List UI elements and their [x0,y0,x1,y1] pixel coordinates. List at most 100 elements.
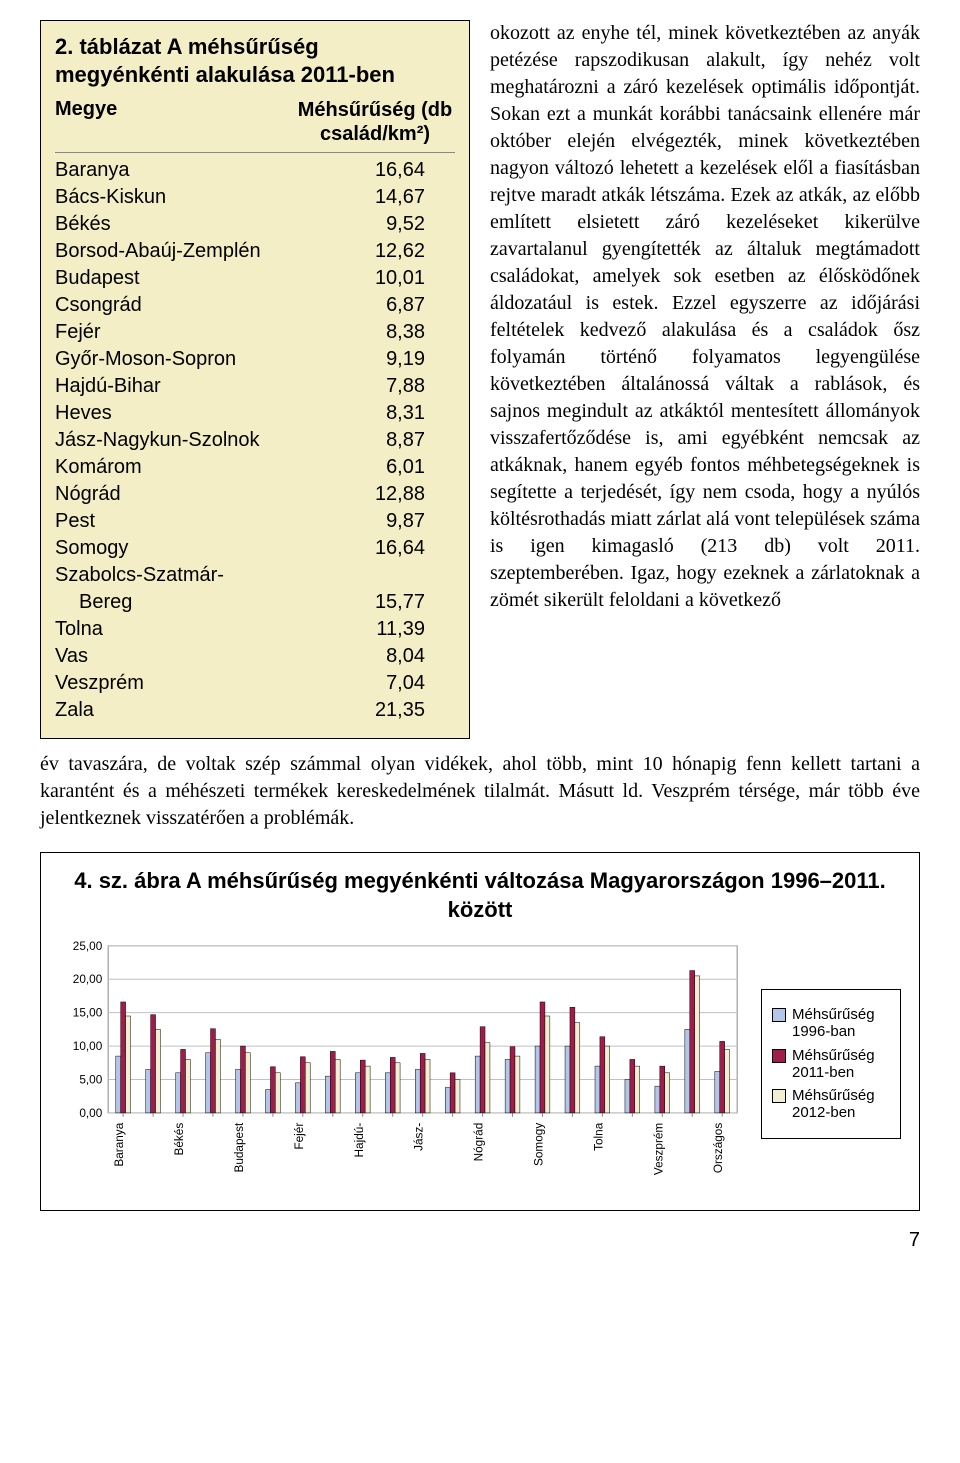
legend-swatch [772,1008,786,1022]
table-header-left: Megye [55,98,295,146]
top-section: 2. táblázat A méhsűrűség megyénkénti ala… [40,20,920,739]
table-row: Veszprém7,04 [55,670,455,697]
table-title: 2. táblázat A méhsűrűség megyénkénti ala… [55,33,455,88]
table-cell-value: 12,62 [315,238,455,265]
table-cell-name: Komárom [55,454,315,481]
table-cell-value: 14,67 [315,184,455,211]
table-row: Békés9,52 [55,211,455,238]
table-cell-name: Tolna [55,616,315,643]
svg-text:Tolna: Tolna [592,1122,605,1151]
legend-box: Méhsűrűség 1996-ban Méhsűrűség 2011-ben Mé… [761,989,901,1139]
table-cell-name: Pest [55,508,315,535]
table-cell-name: Győr-Moson-Sopron [55,346,315,373]
legend-item: Méhsűrűség 2012-ben [772,1087,890,1122]
table-cell-value: 8,38 [315,319,455,346]
table-cell-name: Somogy [55,535,315,562]
page-number: 7 [40,1229,920,1252]
svg-text:Fejér: Fejér [293,1123,306,1150]
table-cell-name: Budapest [55,265,315,292]
svg-text:Baranya: Baranya [113,1122,126,1166]
svg-text:Országos: Országos [712,1123,725,1174]
table-cell-name: Borsod-Abaúj-Zemplén [55,238,315,265]
table-cell-value: 9,52 [315,211,455,238]
table-row: Pest9,87 [55,508,455,535]
table-cell-value: 9,87 [315,508,455,535]
table-cell-name: Szabolcs-Szatmár- [55,562,315,589]
legend-swatch [772,1089,786,1103]
legend-item: Méhsűrűség 2011-ben [772,1047,890,1082]
legend-label: Méhsűrűség 1996-ban [792,1006,890,1041]
table-body: Baranya16,64Bács-Kiskun14,67Békés9,52Bor… [55,157,455,724]
svg-text:20,00: 20,00 [73,973,103,986]
legend-label: Méhsűrűség 2011-ben [792,1047,890,1082]
svg-text:Budapest: Budapest [233,1122,246,1173]
legend-swatch [772,1049,786,1063]
table-row: Vas8,04 [55,643,455,670]
svg-text:Hajdú-: Hajdú- [353,1123,366,1158]
chart-area: 0,00 5,00 10,00 15,00 20,00 25,00 Baranya Békés… [59,936,901,1192]
table-cell-value: 6,01 [315,454,455,481]
table-row: Szabolcs-Szatmár- [55,562,455,589]
table-cell-value: 8,31 [315,400,455,427]
table-cell-name: Heves [55,400,315,427]
table-cell-name: Baranya [55,157,315,184]
table-row: Zala21,35 [55,697,455,724]
table-cell-value: 12,88 [315,481,455,508]
table-cell-value: 15,77 [315,589,455,616]
table-row: Hajdú-Bihar7,88 [55,373,455,400]
table-row: Nógrád12,88 [55,481,455,508]
chart-title: 4. sz. ábra A méhsűrűség megyénkénti vál… [59,867,901,924]
svg-text:Jász-: Jász- [413,1123,426,1151]
svg-text:Nógrád: Nógrád [473,1123,486,1162]
table-cell-value: 8,04 [315,643,455,670]
table-cell-name: Nógrád [55,481,315,508]
table-row: Csongrád6,87 [55,292,455,319]
chart-box: 4. sz. ábra A méhsűrűség megyénkénti vál… [40,852,920,1211]
table-cell-name: Fejér [55,319,315,346]
table-row: Borsod-Abaúj-Zemplén12,62 [55,238,455,265]
density-table: 2. táblázat A méhsűrűség megyénkénti ala… [40,20,470,739]
table-cell-name: Jász-Nagykun-Szolnok [55,427,315,454]
table-row: Budapest10,01 [55,265,455,292]
table-row: Bereg15,77 [55,589,455,616]
table-row: Fejér8,38 [55,319,455,346]
table-cell-name: Békés [55,211,315,238]
table-row: Bács-Kiskun14,67 [55,184,455,211]
table-cell-name: Bereg [55,589,315,616]
table-cell-value: 16,64 [315,535,455,562]
body-text-after: év tavaszára, de voltak szép számmal oly… [40,751,920,832]
svg-text:Somogy: Somogy [532,1123,545,1166]
table-cell-name: Veszprém [55,670,315,697]
svg-text:10,00: 10,00 [73,1040,103,1053]
table-cell-value: 6,87 [315,292,455,319]
table-cell-value [315,562,455,589]
table-row: Győr-Moson-Sopron9,19 [55,346,455,373]
table-cell-value: 7,04 [315,670,455,697]
table-cell-name: Bács-Kiskun [55,184,315,211]
table-cell-name: Hajdú-Bihar [55,373,315,400]
table-cell-value: 21,35 [315,697,455,724]
table-row: Heves8,31 [55,400,455,427]
svg-text:Békés: Békés [173,1123,186,1156]
table-header: Megye Méhsűrűség (db család/km²) [55,98,455,153]
svg-text:15,00: 15,00 [73,1007,103,1020]
table-cell-value: 16,64 [315,157,455,184]
svg-text:Veszprém: Veszprém [652,1123,665,1176]
table-cell-value: 9,19 [315,346,455,373]
table-cell-name: Csongrád [55,292,315,319]
bar-chart: 0,00 5,00 10,00 15,00 20,00 25,00 Baranya Békés… [59,936,747,1192]
table-row: Somogy16,64 [55,535,455,562]
table-cell-value: 7,88 [315,373,455,400]
table-row: Baranya16,64 [55,157,455,184]
svg-text:5,00: 5,00 [79,1074,102,1087]
table-row: Jász-Nagykun-Szolnok8,87 [55,427,455,454]
legend-label: Méhsűrűség 2012-ben [792,1087,890,1122]
table-cell-value: 8,87 [315,427,455,454]
svg-text:25,00: 25,00 [73,940,103,953]
table-cell-name: Vas [55,643,315,670]
legend-item: Méhsűrűség 1996-ban [772,1006,890,1041]
svg-text:0,00: 0,00 [79,1107,102,1120]
table-header-right: Méhsűrűség (db család/km²) [295,98,455,146]
table-cell-value: 10,01 [315,265,455,292]
table-cell-name: Zala [55,697,315,724]
